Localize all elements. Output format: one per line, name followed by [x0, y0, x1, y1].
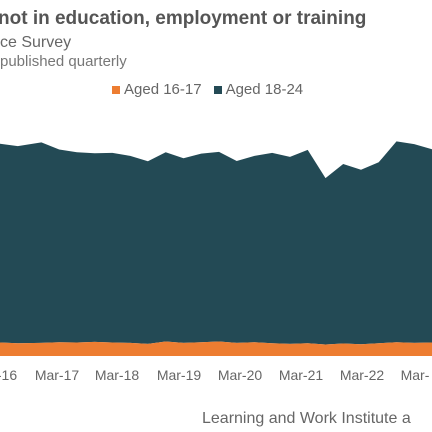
x-tick-label: Mar-19 [157, 367, 202, 383]
x-tick-label: Mar-17 [35, 367, 80, 383]
legend-swatch-aged-16-17 [112, 85, 120, 94]
chart-legend: Aged 16-17 Aged 18-24 [112, 81, 303, 98]
legend-label-aged-16-17: Aged 16-17 [124, 81, 202, 98]
legend-swatch-aged-18-24 [213, 85, 222, 94]
legend-item-aged-16-17: Aged 16-17 [112, 81, 202, 98]
series-area-aged-16-17 [0, 341, 432, 356]
x-tick-label: Mar-22 [340, 367, 385, 383]
x-tick-label: Mar- [401, 367, 430, 383]
x-tick-label: -16 [0, 367, 17, 383]
x-tick-label: Mar-21 [279, 367, 324, 383]
legend-item-aged-18-24: Aged 18-24 [213, 81, 304, 98]
x-tick-label: Mar-18 [95, 367, 140, 383]
source-credit: Learning and Work Institute a [202, 410, 411, 427]
legend-label-aged-18-24: Aged 18-24 [225, 81, 304, 98]
x-tick-label: Mar-20 [218, 367, 263, 383]
chart-note: published quarterly [0, 53, 127, 70]
chart-subtitle: ce Survey [0, 34, 72, 51]
series-area-aged-18-24 [0, 141, 432, 345]
chart-title: not in education, employment or training [0, 8, 367, 29]
